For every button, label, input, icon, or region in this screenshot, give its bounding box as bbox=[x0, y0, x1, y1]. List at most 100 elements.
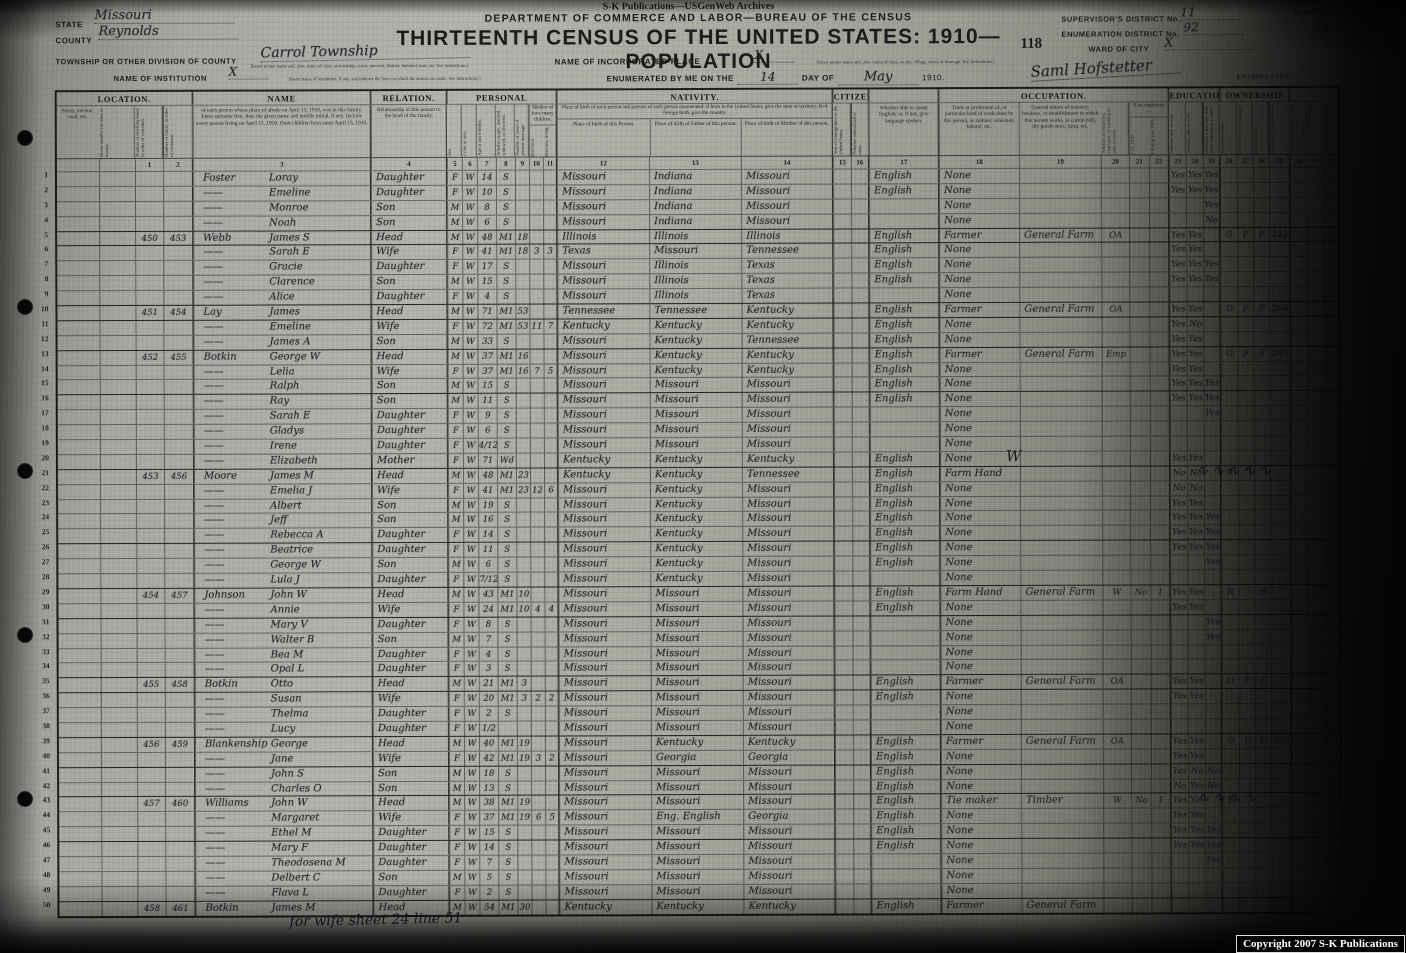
cell bbox=[1103, 823, 1132, 838]
cell: Missouri bbox=[557, 259, 650, 274]
cell: Georgia bbox=[743, 809, 836, 825]
cell bbox=[1101, 466, 1131, 481]
cell: Wife bbox=[372, 692, 449, 707]
cell: None bbox=[939, 273, 1020, 288]
line-number: 47 bbox=[42, 855, 51, 865]
cell: Missouri bbox=[743, 839, 836, 854]
cell bbox=[1290, 421, 1308, 435]
cell bbox=[1151, 853, 1172, 868]
given-name: Opal L bbox=[270, 663, 305, 675]
cell: Yes bbox=[1186, 391, 1204, 406]
cell bbox=[1309, 778, 1327, 793]
cell: W bbox=[464, 811, 480, 826]
cell: R bbox=[1221, 585, 1239, 600]
cell: Son bbox=[371, 215, 448, 230]
cell bbox=[1290, 272, 1308, 287]
cell: M bbox=[447, 334, 463, 349]
cell: —— Ralph bbox=[193, 379, 372, 395]
cell bbox=[852, 750, 872, 765]
cell: English bbox=[869, 228, 940, 243]
cell: 458 bbox=[164, 678, 195, 693]
cell: Missouri bbox=[741, 407, 834, 423]
column-group-note: If an employee— bbox=[1129, 102, 1168, 118]
cell bbox=[99, 231, 136, 246]
cell: Missouri bbox=[557, 274, 650, 289]
given-name: Bea M bbox=[270, 648, 304, 661]
cell: 18 bbox=[515, 230, 530, 245]
cell: Missouri bbox=[740, 184, 834, 199]
cell bbox=[1020, 689, 1103, 704]
given-name: Elizabeth bbox=[269, 455, 318, 467]
cell: Blankenship George bbox=[194, 736, 373, 752]
cell bbox=[1252, 168, 1269, 182]
cell: 2 bbox=[544, 691, 559, 706]
cell bbox=[1150, 689, 1171, 704]
cell: Missouri bbox=[741, 199, 834, 214]
cell: Yes bbox=[1186, 376, 1204, 391]
cell bbox=[1309, 793, 1327, 808]
cell: S bbox=[497, 662, 517, 676]
given-name: James S bbox=[269, 231, 310, 244]
cell: W bbox=[462, 304, 478, 319]
cell bbox=[833, 243, 852, 258]
cell: Missouri bbox=[558, 676, 651, 691]
cell bbox=[834, 556, 853, 571]
cell: Missouri bbox=[743, 824, 836, 839]
cell bbox=[870, 571, 941, 586]
cell bbox=[1292, 808, 1310, 823]
line-number: 44 bbox=[42, 810, 51, 820]
cell: Yes bbox=[1187, 510, 1205, 525]
cell bbox=[1131, 853, 1152, 868]
cell bbox=[531, 900, 546, 915]
cell bbox=[1237, 197, 1254, 212]
cell bbox=[101, 782, 138, 797]
cell bbox=[99, 469, 137, 484]
cell: 457 bbox=[164, 588, 195, 603]
cell: Missouri bbox=[742, 601, 835, 616]
cell: 3 bbox=[529, 245, 544, 259]
cell: O bbox=[1221, 733, 1239, 748]
column-description-row: Street, avenue, road, etc. House number (… bbox=[56, 100, 1340, 159]
cell: None bbox=[941, 779, 1022, 794]
cell bbox=[1308, 688, 1326, 703]
cell bbox=[100, 499, 137, 514]
ward-value: X bbox=[1164, 35, 1255, 51]
cell bbox=[99, 380, 136, 395]
cell: Missouri bbox=[742, 616, 835, 631]
line-number: 45 bbox=[42, 825, 51, 835]
sheet-value: 25 bbox=[1314, 19, 1355, 34]
cell bbox=[1290, 257, 1308, 272]
cell bbox=[136, 633, 165, 648]
cell bbox=[1326, 763, 1343, 778]
cell bbox=[1103, 764, 1132, 779]
cell bbox=[1204, 748, 1223, 763]
cell bbox=[514, 185, 530, 200]
surname: —— bbox=[203, 247, 224, 259]
cell: Missouri bbox=[741, 214, 834, 229]
cell bbox=[1290, 465, 1309, 480]
cell: 19 bbox=[478, 498, 498, 513]
cell bbox=[1292, 852, 1310, 867]
cell bbox=[99, 305, 136, 321]
cell bbox=[833, 452, 852, 467]
cell bbox=[1271, 808, 1293, 823]
surname: —— bbox=[203, 425, 224, 437]
column-number: 8 bbox=[495, 157, 515, 170]
cell: S bbox=[497, 617, 517, 632]
cell: W bbox=[464, 766, 480, 781]
cell bbox=[99, 216, 136, 231]
cell: S bbox=[497, 632, 517, 647]
cell bbox=[163, 365, 194, 380]
cell bbox=[1188, 868, 1206, 883]
line-number: 27 bbox=[41, 557, 50, 567]
cell: F bbox=[448, 543, 464, 558]
cell: W bbox=[461, 170, 477, 185]
cell bbox=[1291, 718, 1309, 733]
cell bbox=[543, 349, 558, 364]
cell bbox=[1129, 421, 1150, 436]
cell: Wife bbox=[372, 483, 449, 498]
cell: Yes bbox=[1203, 257, 1221, 272]
cell bbox=[1204, 570, 1222, 585]
cell: Missouri bbox=[559, 825, 652, 840]
cell bbox=[853, 854, 872, 869]
